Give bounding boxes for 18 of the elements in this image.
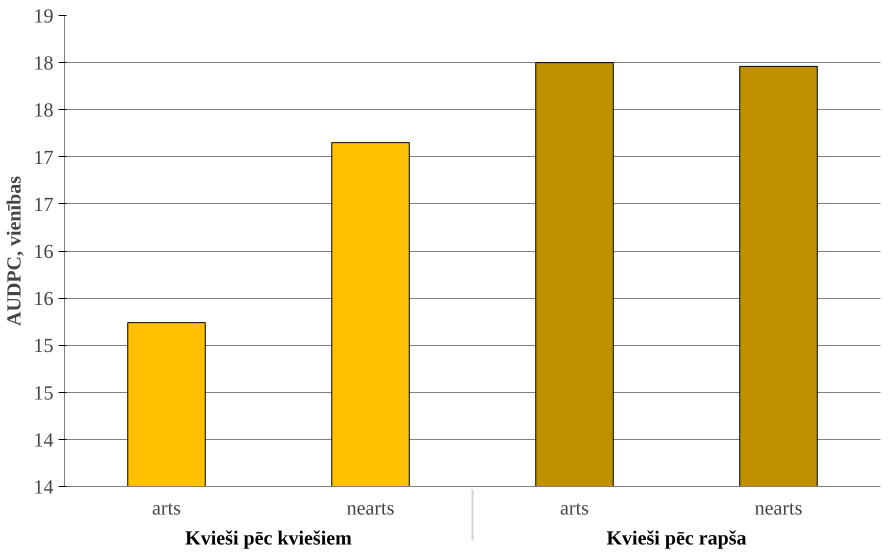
x-tick-label: nearts <box>346 498 395 520</box>
y-tick-label: 17 <box>34 146 54 169</box>
y-tick-label: 16 <box>34 241 54 263</box>
y-axis-title: AUDPC, vienības <box>4 176 26 326</box>
y-tick-label: 15 <box>34 335 54 358</box>
y-tick-label: 14 <box>34 429 54 452</box>
y-tick-label: 16 <box>34 288 54 310</box>
x-tick-label: arts <box>152 498 182 520</box>
text: Kvieši pēc kviešiem <box>185 528 352 550</box>
x-tick-label: nearts <box>754 498 803 520</box>
y-tick-label: 18 <box>34 52 54 75</box>
x-tick-label: arts <box>560 498 590 520</box>
y-tick-label: 15 <box>34 382 54 404</box>
text: Kvieši pēc rapša <box>606 528 747 550</box>
y-tick-label: 17 <box>34 194 54 216</box>
y-tick-label: 19 <box>34 6 54 28</box>
y-tick-label: 18 <box>34 100 54 122</box>
y-tick-label: 14 <box>34 476 54 498</box>
